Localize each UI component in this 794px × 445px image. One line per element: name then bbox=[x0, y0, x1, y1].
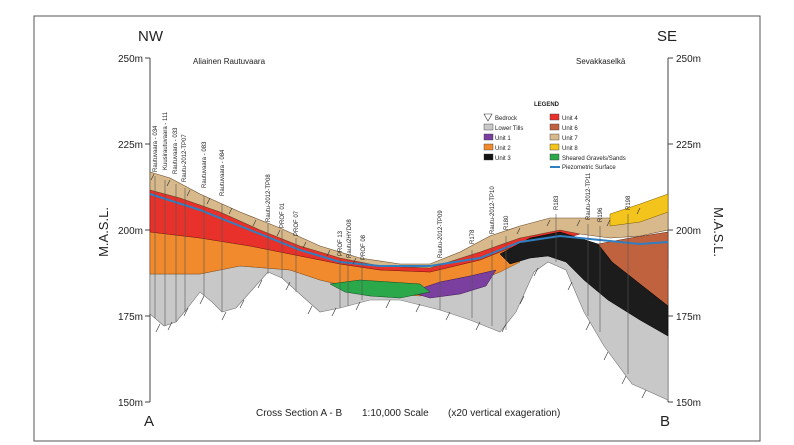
legend-label: Piezometric Surface bbox=[562, 165, 616, 171]
unit-1-layer bbox=[409, 269, 497, 299]
borehole-label: Kuusirautuvaara - 111 bbox=[163, 111, 169, 170]
section-end-right: B bbox=[660, 413, 670, 430]
legend-swatch bbox=[483, 133, 494, 141]
legend-label: Unit 7 bbox=[562, 136, 578, 142]
bedrock-hatching bbox=[155, 267, 647, 399]
geology-layers bbox=[149, 171, 669, 401]
legend-swatch bbox=[483, 153, 494, 161]
caption-exaggeration: (x20 vertical exageration) bbox=[448, 408, 560, 419]
borehole-label: Rautu2HYD08 bbox=[347, 219, 353, 258]
legend-swatch bbox=[549, 123, 560, 131]
bedrock-icon bbox=[483, 113, 493, 122]
legend-swatch bbox=[549, 153, 560, 161]
right-tick-label: 150m bbox=[676, 398, 701, 409]
borehole-label: R178 bbox=[470, 229, 476, 244]
legend-label: Sheared Gravels/Sands bbox=[562, 156, 626, 162]
borehole-label: Rautu-2012-TP10 bbox=[490, 186, 496, 234]
legend-title: LEGEND bbox=[534, 102, 560, 108]
legend-label: Unit 4 bbox=[562, 116, 578, 122]
legend: LEGEND Bedrock Lower Tills Unit 1 Unit 2… bbox=[483, 102, 626, 171]
borehole-label: PROF 01 bbox=[280, 202, 286, 228]
legend-swatch bbox=[483, 123, 494, 131]
borehole-label: Rautu-2012-TP11 bbox=[586, 172, 592, 220]
surface-hatching bbox=[150, 173, 641, 265]
legend-swatch bbox=[483, 143, 494, 151]
caption-scale: 1:10,000 Scale bbox=[362, 408, 429, 419]
borehole-label: PROF 08 bbox=[361, 234, 367, 260]
left-tick-label: 175m bbox=[118, 312, 143, 323]
legend-swatch bbox=[549, 113, 560, 121]
legend-label: Lower Tills bbox=[495, 126, 523, 132]
right-axis-title: M.A.S.L. bbox=[711, 207, 726, 257]
borehole-labels: Rautuvaara - 034 Kuusirautuvaara - 111 R… bbox=[153, 111, 632, 260]
left-tick-label: 250m bbox=[118, 54, 143, 65]
borehole-label: Rautuvaara - 084 bbox=[220, 149, 226, 196]
borehole-label: Rautuvaara - 034 bbox=[153, 125, 159, 172]
legend-swatch bbox=[549, 143, 560, 151]
legend-label: Unit 3 bbox=[495, 156, 511, 162]
left-axis-title: M.A.S.L. bbox=[96, 207, 111, 257]
borehole-label: R183 bbox=[554, 195, 560, 210]
borehole-label: Rautu-2012-TP07 bbox=[182, 134, 188, 182]
borehole-label: R180 bbox=[504, 215, 510, 230]
direction-left: NW bbox=[138, 28, 164, 45]
legend-label: Bedrock bbox=[495, 116, 518, 122]
legend-label: Unit 1 bbox=[495, 136, 511, 142]
sheared-gravels-layer bbox=[329, 279, 431, 299]
borehole-label: PROF 13 bbox=[338, 230, 344, 256]
right-tick-label: 175m bbox=[676, 312, 701, 323]
right-tick-label: 250m bbox=[676, 54, 701, 65]
axis-ticks bbox=[145, 57, 673, 403]
place-right: Sevakkaselkä bbox=[576, 57, 626, 66]
place-left: Aliainen Rautuvaara bbox=[193, 57, 266, 66]
left-tick-label: 150m bbox=[118, 398, 143, 409]
borehole-label: R196 bbox=[598, 207, 604, 222]
direction-right: SE bbox=[657, 28, 677, 45]
legend-label: Unit 8 bbox=[562, 146, 578, 152]
legend-label: Unit 2 bbox=[495, 146, 511, 152]
right-tick-label: 200m bbox=[676, 226, 701, 237]
borehole-label: R198 bbox=[626, 195, 632, 210]
caption-title: Cross Section A - B bbox=[256, 408, 342, 419]
borehole-label: PROF 07 bbox=[294, 210, 300, 236]
borehole-label: Rautuvaara - 083 bbox=[202, 141, 208, 188]
borehole-label: Rautuvaara - 033 bbox=[173, 127, 179, 174]
legend-swatch bbox=[549, 133, 560, 141]
right-tick-label: 225m bbox=[676, 140, 701, 151]
borehole-lines bbox=[154, 176, 629, 374]
left-tick-label: 200m bbox=[118, 226, 143, 237]
borehole-label: Rautu-2012-TP08 bbox=[266, 174, 272, 222]
borehole-label: Rautu-2012-TP09 bbox=[438, 210, 444, 258]
left-tick-label: 225m bbox=[118, 140, 143, 151]
legend-label: Unit 6 bbox=[562, 126, 578, 132]
section-end-left: A bbox=[144, 413, 154, 430]
